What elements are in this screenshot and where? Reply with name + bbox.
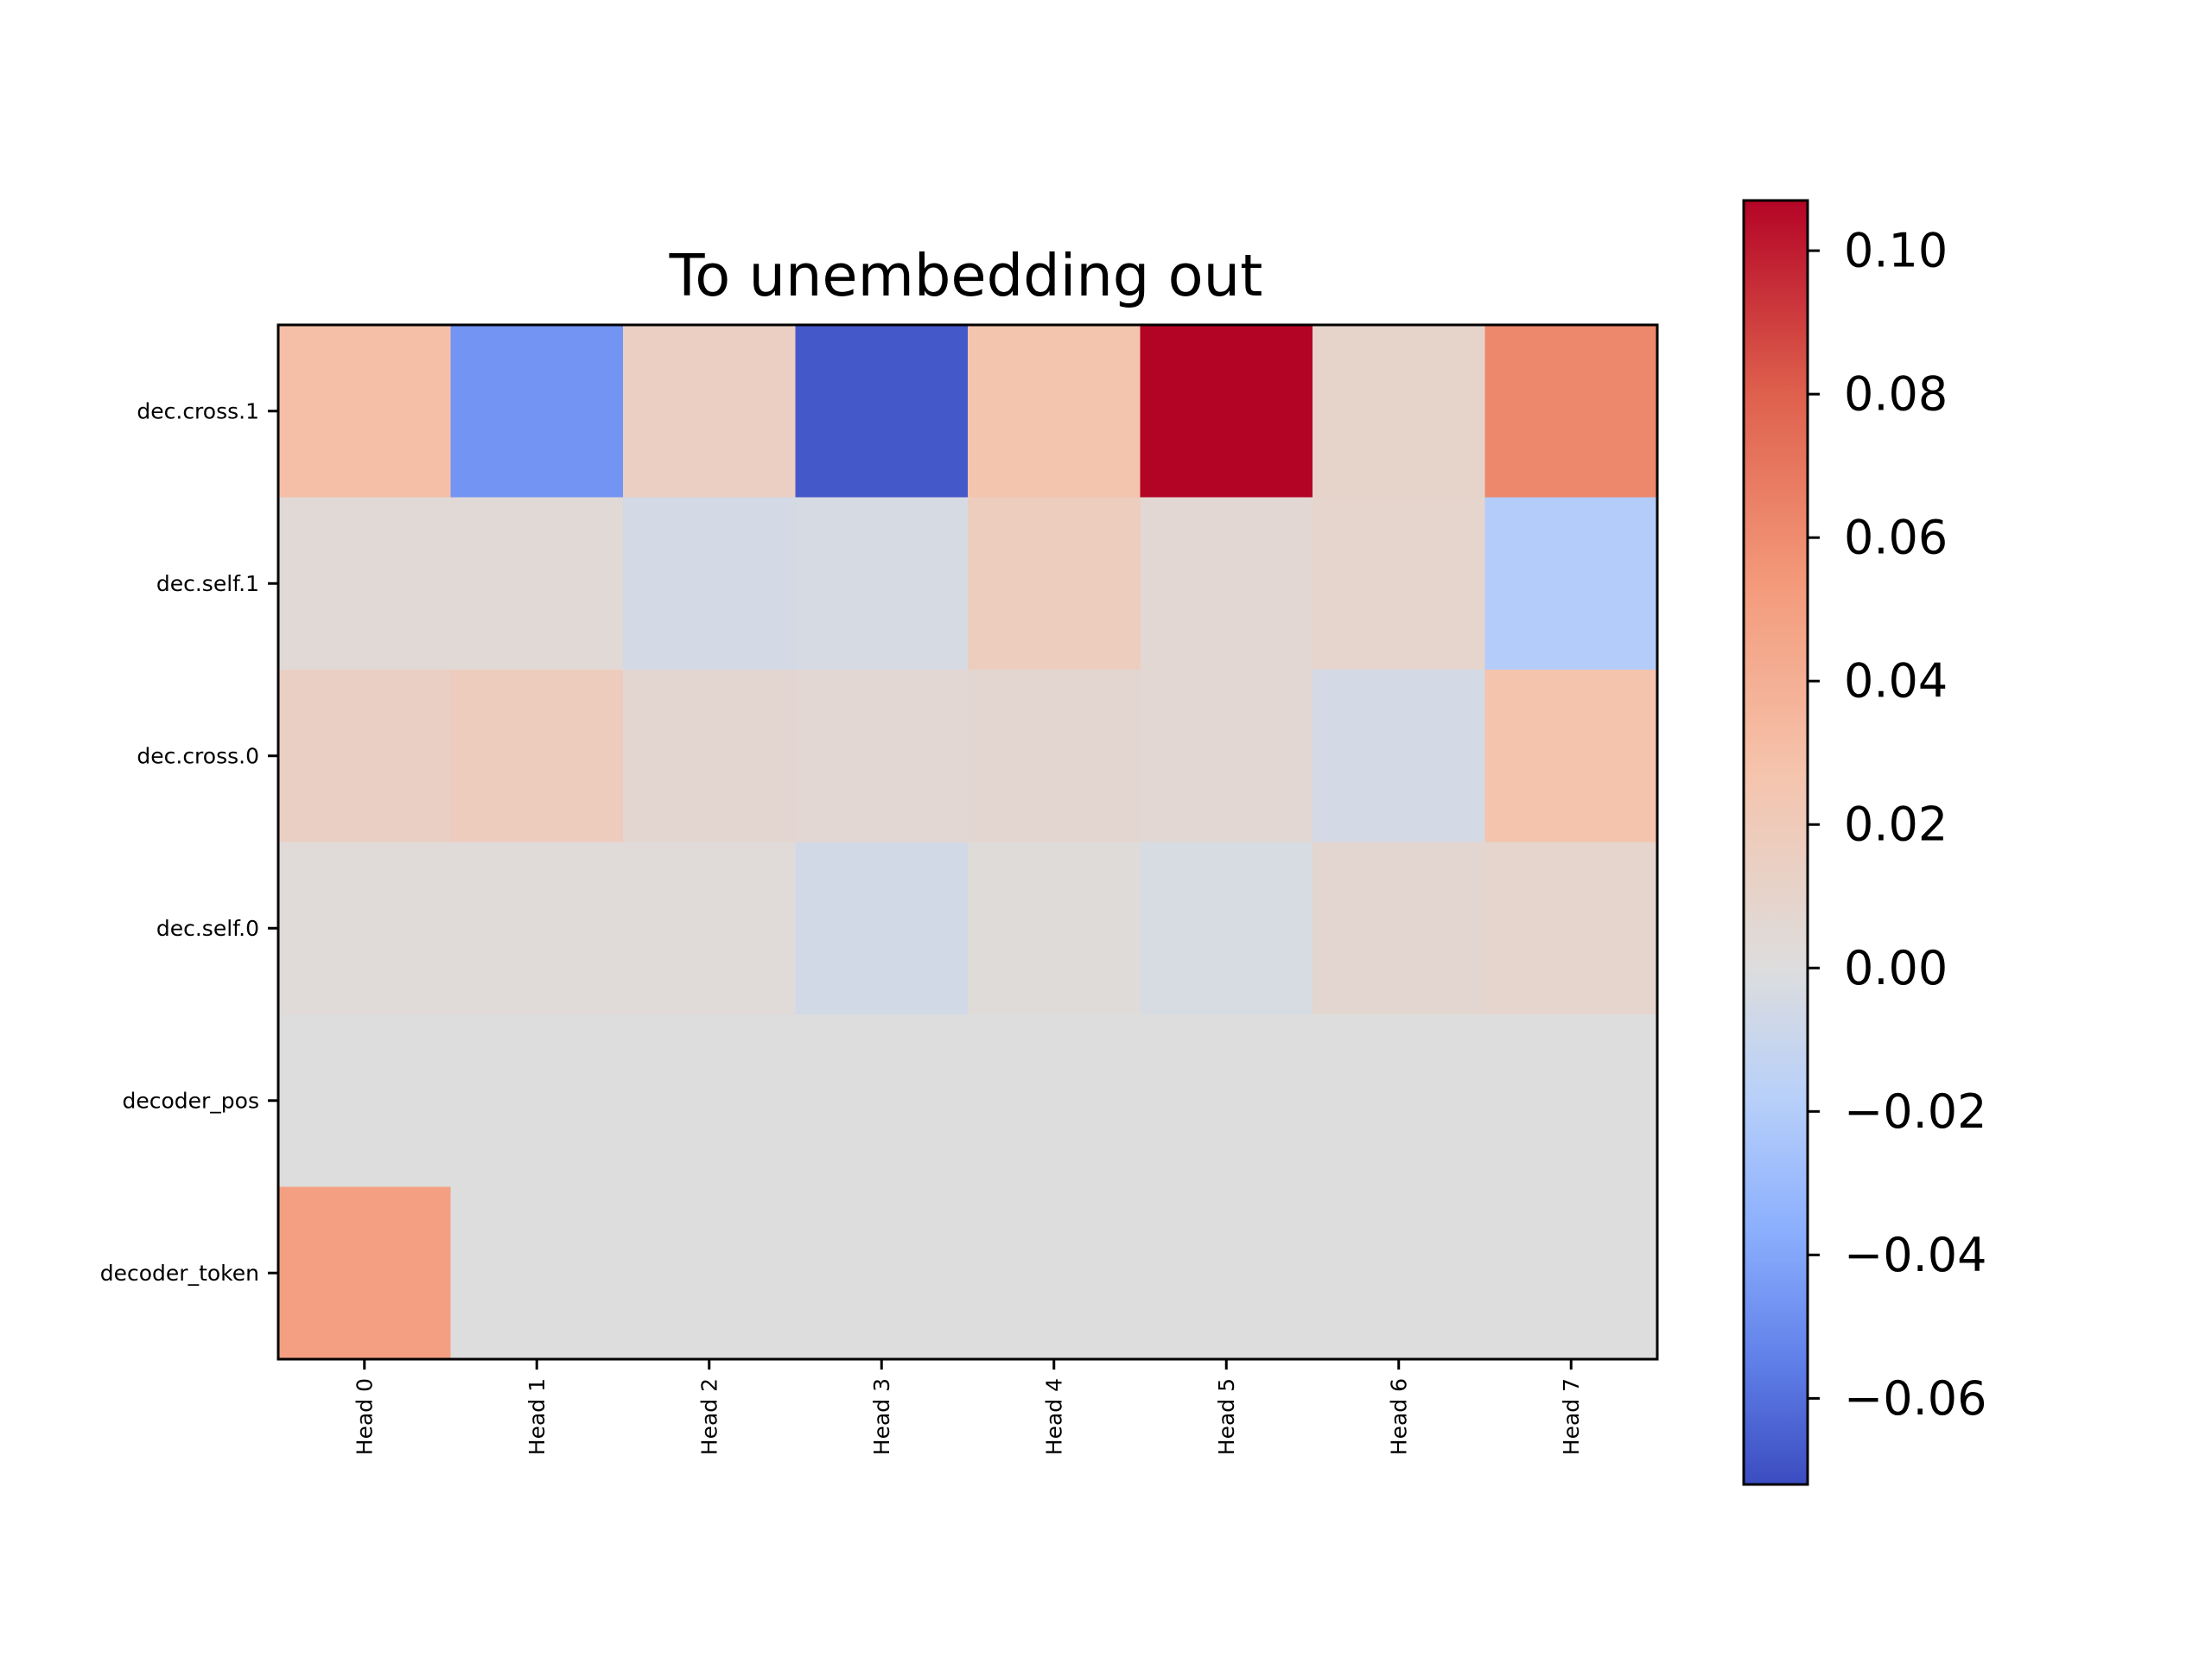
heatmap-cell (968, 497, 1141, 671)
heatmap-cell (795, 842, 969, 1015)
heatmap-cell (968, 1014, 1141, 1187)
plot-frame (276, 323, 1659, 1361)
colorbar-ticks: 0.10 0.08 0.06 0.04 0.02 0.00 −0.02 −0.04 −0.06 (1808, 224, 1986, 1426)
heatmap-cell (1484, 1014, 1658, 1187)
heatmap-cell (1313, 325, 1485, 498)
heatmap-cell (968, 842, 1141, 1015)
heatmap-cell (1140, 497, 1313, 671)
x-tick-label: Head 2 (696, 1378, 721, 1455)
heatmap-cell (1484, 670, 1658, 842)
heatmap-cell (450, 325, 624, 498)
colorbar-tick-label: −0.06 (1844, 1371, 1986, 1426)
x-tick-label: Head 7 (1559, 1378, 1584, 1455)
chart-title: To unembedding out (669, 242, 1263, 309)
y-tick-label: dec.cross.1 (137, 398, 259, 423)
heatmap-cell (1484, 497, 1658, 671)
y-tick-label: decoder_token (100, 1261, 259, 1286)
heatmap-cell (1140, 1186, 1313, 1360)
colorbar-tick-label: 0.04 (1844, 654, 1948, 709)
x-tick-label: Head 6 (1386, 1378, 1411, 1455)
heatmap-cell (1140, 1014, 1313, 1187)
heatmap-cell (1140, 842, 1313, 1015)
heatmap-cell (623, 842, 796, 1015)
heatmap-cell (450, 497, 624, 671)
heatmap-cell (278, 842, 451, 1015)
y-tick-label: dec.self.1 (156, 571, 259, 596)
heatmap-cell (1313, 1014, 1485, 1187)
colorbar-gradient (1744, 200, 1808, 1484)
y-tick-label: dec.self.0 (156, 916, 259, 941)
colorbar-tick-label: 0.08 (1844, 367, 1948, 422)
heatmap-cell (1313, 497, 1485, 671)
colorbar: 0.10 0.08 0.06 0.04 0.02 0.00 −0.02 −0.04 −0.06 (1742, 199, 1986, 1486)
heatmap-cells (278, 325, 1658, 1360)
x-tick-label: Head 5 (1214, 1378, 1239, 1455)
heatmap-cell (278, 1014, 451, 1187)
heatmap-cell (968, 670, 1141, 842)
heatmap-cell (795, 670, 969, 842)
colorbar-tick-label: 0.00 (1844, 941, 1948, 995)
y-axis: dec.cross.1 dec.self.1 dec.cross.0 dec.self… (100, 398, 278, 1286)
x-tick-label: Head 3 (869, 1378, 894, 1455)
colorbar-tick-label: −0.02 (1844, 1084, 1986, 1139)
y-tick-label: dec.cross.0 (137, 743, 259, 768)
x-tick-label: Head 4 (1041, 1378, 1066, 1455)
heatmap-cell (623, 670, 796, 842)
colorbar-tick-label: 0.10 (1844, 224, 1948, 278)
heatmap-cell (278, 497, 451, 671)
heatmap-cell (968, 325, 1141, 498)
heatmap-cell (278, 670, 451, 842)
heatmap-cell (795, 1014, 969, 1187)
heatmap-cell (623, 497, 796, 671)
x-tick-label: Head 1 (524, 1378, 550, 1455)
colorbar-tick-label: 0.02 (1844, 798, 1948, 852)
heatmap-cell (1140, 670, 1313, 842)
y-tick-label: decoder_pos (122, 1088, 259, 1113)
heatmap-cell (1313, 842, 1485, 1015)
heatmap-cell (450, 670, 624, 842)
heatmap-cell (795, 325, 969, 498)
colorbar-tick-label: −0.04 (1844, 1228, 1986, 1282)
heatmap-cell (1484, 325, 1658, 498)
heatmap-cell (623, 1186, 796, 1360)
heatmap-cell (1313, 670, 1485, 842)
colorbar-frame (1742, 199, 1809, 1486)
x-axis: Head 0 Head 1 Head 2 Head 3 Head 4 Head 5 Head… (352, 1359, 1584, 1455)
heatmap-cell (623, 1014, 796, 1187)
heatmap-cell (968, 1186, 1141, 1360)
heatmap-cell (795, 497, 969, 671)
heatmap-cell (795, 1186, 969, 1360)
heatmap-cell (450, 842, 624, 1015)
heatmap-cell (278, 1186, 451, 1360)
heatmap-cell (1484, 842, 1658, 1015)
heatmap-cell (1140, 325, 1313, 498)
x-tick-label: Head 0 (352, 1378, 377, 1455)
heatmap-cell (450, 1186, 624, 1360)
heatmap-cell (623, 325, 796, 498)
heatmap-cell (1484, 1186, 1658, 1360)
heatmap-cell (450, 1014, 624, 1187)
colorbar-tick-label: 0.06 (1844, 511, 1948, 565)
heatmap-cell (278, 325, 451, 498)
heatmap-cell (1313, 1186, 1485, 1360)
